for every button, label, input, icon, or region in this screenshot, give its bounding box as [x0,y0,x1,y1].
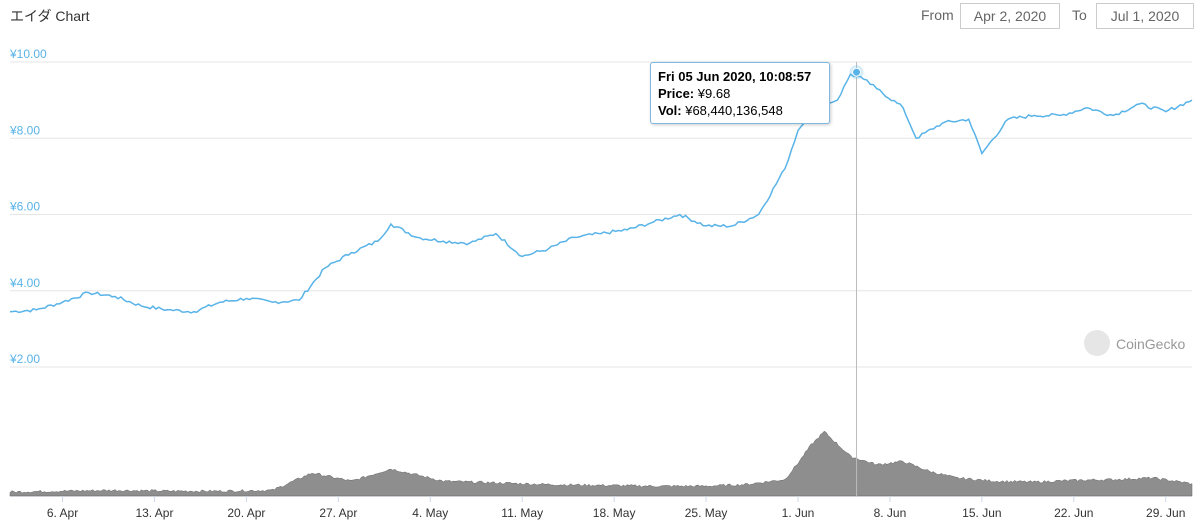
tooltip-price: Price: ¥9.68 [658,85,829,102]
tooltip-vol-label: Vol: [658,103,682,118]
x-tick-label: 6. Apr [47,506,78,520]
x-tick-label: 27. Apr [319,506,357,520]
tooltip-price-value: ¥9.68 [697,86,731,101]
x-tick-label: 18. May [593,506,636,520]
price-series [9,73,1193,314]
tooltip-price-label: Price: [658,86,695,101]
x-tick-label: 1. Jun [782,506,815,520]
x-tick-label: 22. Jun [1054,506,1093,520]
x-tick-label: 29. Jun [1146,506,1185,520]
chart-title: エイダ Chart [10,8,90,24]
y-axis-labels: ¥2.00 ¥4.00 ¥6.00 ¥8.00 ¥10.00 [9,47,47,366]
tooltip: Fri 05 Jun 2020, 10:08:57 Price: ¥9.68 V… [650,62,830,124]
x-tick-label: 11. May [501,506,543,520]
price-line [9,73,1193,314]
to-date-input[interactable]: Jul 1, 2020 [1096,3,1194,29]
x-tick-label: 13. Apr [135,506,173,520]
y-tick-label: ¥2.00 [9,352,40,366]
hover-point [852,67,862,77]
x-axis-labels: 6. Apr 13. Apr 20. Apr 27. Apr 4. May 11. May… [47,496,1185,520]
volume-area [9,430,1193,497]
from-date-input[interactable]: Apr 2, 2020 [960,3,1060,29]
hover-crosshair [849,62,864,496]
tooltip-vol-value: ¥68,440,136,548 [685,103,783,118]
x-tick-label: 15. Jun [962,506,1001,520]
brand-name: CoinGecko [1116,336,1186,352]
y-tick-label: ¥4.00 [9,276,40,290]
coingecko-logo-icon [1084,330,1110,356]
x-tick-label: 8. Jun [874,506,907,520]
y-tick-label: ¥8.00 [9,123,40,137]
x-tick-label: 4. May [412,506,448,520]
x-tick-label: 25. May [685,506,728,520]
tooltip-date: Fri 05 Jun 2020, 10:08:57 [658,69,812,84]
volume-fill [9,430,1193,497]
from-label: From [921,7,954,23]
x-tick-label: 20. Apr [227,506,265,520]
tooltip-vol: Vol: ¥68,440,136,548 [658,102,829,119]
y-tick-label: ¥10.00 [9,47,47,61]
y-tick-label: ¥6.00 [9,200,40,214]
gridlines [10,61,1192,497]
to-label: To [1072,7,1087,23]
